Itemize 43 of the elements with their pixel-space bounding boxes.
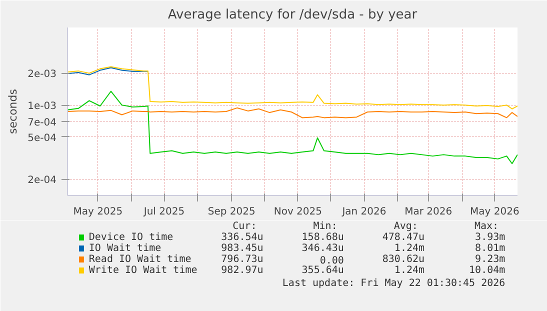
x-tick-label: Mar 2026 [404,206,452,218]
x-tick-label: Jul 2025 [142,206,185,218]
text: 982.97u [221,265,264,276]
text: 983.45u [221,243,264,254]
legend-label: Read IO Wait time [88,254,192,265]
legend-label: Write IO Wait time [88,265,198,276]
y-tick-label: 5e-04 [28,132,57,144]
text: Last update: Fri May 22 01:30:45 2026 [282,278,506,289]
y-tick-label: 2e-03 [28,69,57,80]
text: 336.54u [221,232,264,243]
text: Min: [313,221,338,232]
legend-label: Device IO time [88,232,174,243]
line-series [68,66,518,110]
x-tick-label: Sep 2025 [208,206,256,218]
text: 9.23m [475,254,506,265]
text: 1.24m [394,243,425,254]
line-series [68,67,148,76]
text: 1.24m [394,265,425,276]
text: 3.93m [475,232,506,243]
y-tick-label: 2e-04 [28,175,57,186]
text: 355.64u [302,265,344,276]
text: 478.47u [382,232,425,243]
text: 8.01m [475,243,506,254]
text: Avg: [394,221,418,232]
x-tick-label: May 2025 [73,206,123,218]
text: 346.43u [302,243,344,254]
x-tick-label: Jan 2026 [341,206,386,218]
x-tick-label: May 2026 [470,206,520,218]
y-axis-title: seconds [6,88,20,134]
text: 10.04m [469,265,506,276]
y-tick-label: 7e-04 [28,117,57,128]
line-series [68,107,518,118]
text: 158.68u [302,232,344,243]
line-series [68,90,518,164]
text: 0.00 [320,256,344,266]
text: 796.73u [221,254,264,265]
y-tick-label: 1e-03 [28,101,57,112]
text: Cur: [232,221,257,232]
x-tick-label: Nov 2025 [274,206,322,218]
text: Max: [474,221,499,232]
chart-title: Average latency for /dev/sda - by year [168,8,418,22]
text: 830.62u [382,254,425,265]
legend-label: IO Wait time [88,243,162,254]
